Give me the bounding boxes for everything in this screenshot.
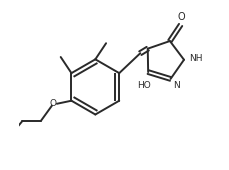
Text: N: N [174,81,180,90]
Text: O: O [177,12,185,22]
Text: O: O [50,99,57,108]
Text: HO: HO [137,81,150,90]
Text: NH: NH [189,54,202,63]
